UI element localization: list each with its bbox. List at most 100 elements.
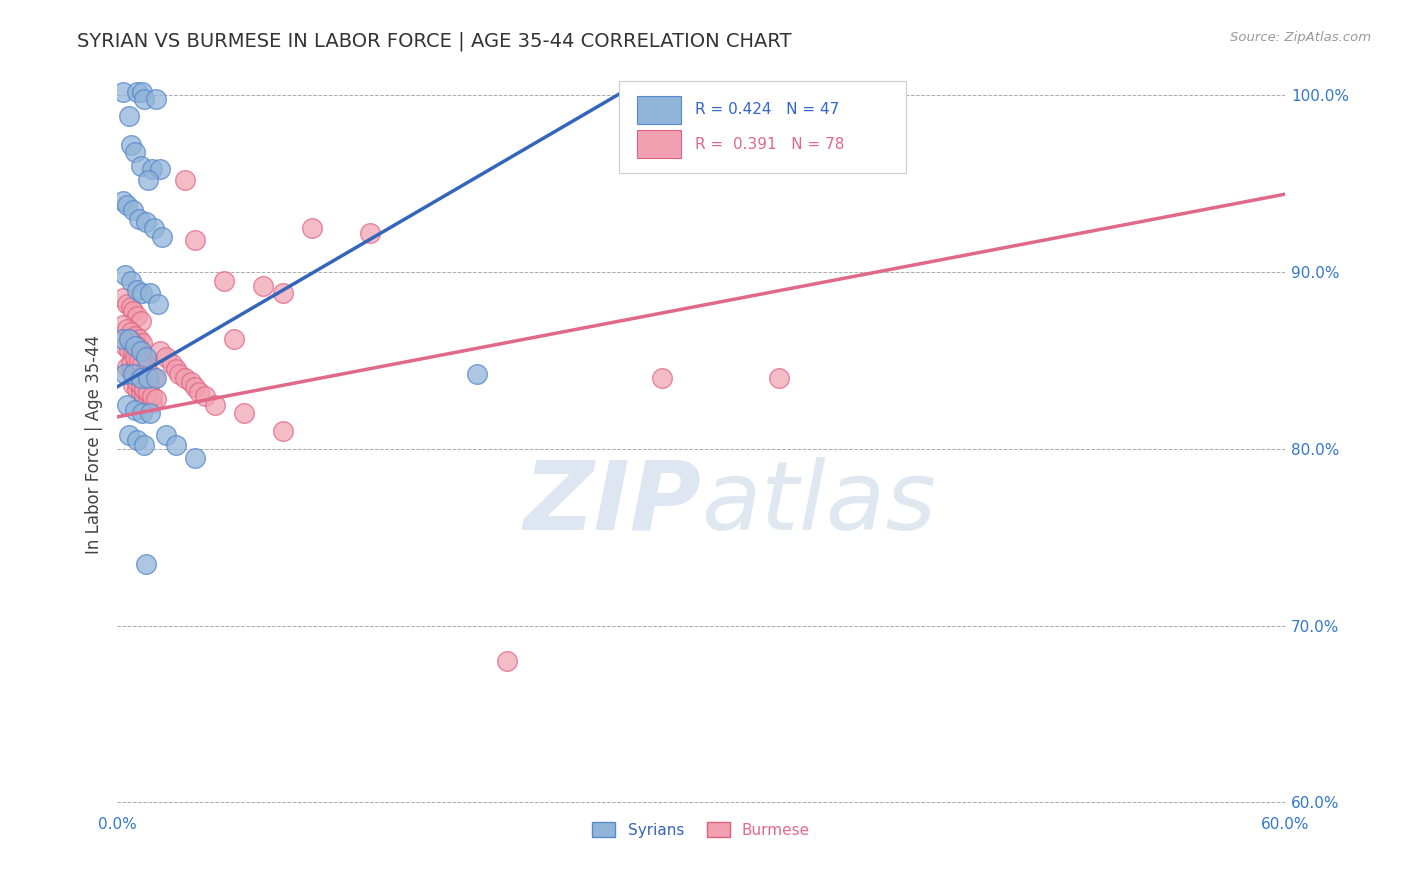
Point [129,344,152,359]
Point [149,344,172,359]
Point [131,335,153,350]
Point [222,332,245,346]
Point [129,159,152,173]
Point [155,427,177,442]
Point [124,360,146,375]
Point [129,314,152,328]
Point [141,396,163,410]
Point [128,353,150,368]
Point [165,362,187,376]
Point [194,389,217,403]
Point [115,360,138,375]
Text: Source: ZipAtlas.com: Source: ZipAtlas.com [1230,31,1371,45]
Point [125,339,148,353]
Point [131,375,153,389]
Point [271,286,294,301]
Point [143,220,166,235]
Point [149,162,172,177]
Point [301,220,323,235]
Point [114,339,136,353]
Point [139,286,162,301]
Point [145,92,167,106]
Point [214,274,236,288]
Legend: Syrians, Burmese: Syrians, Burmese [586,815,817,844]
Point [135,371,157,385]
Point [134,389,156,403]
Point [128,371,150,385]
Point [125,375,148,389]
Point [131,357,153,371]
Point [139,368,162,382]
Point [115,198,138,212]
Point [124,368,146,382]
Text: R =  0.391   N = 78: R = 0.391 N = 78 [696,136,845,152]
Point [120,274,142,288]
Point [135,350,157,364]
Point [131,286,153,301]
Point [138,353,160,368]
Point [135,362,157,376]
Point [138,173,160,187]
Point [651,371,673,385]
Point [120,325,142,339]
Point [129,344,152,359]
Point [121,368,143,382]
Point [138,385,160,400]
Bar [637,95,682,124]
Point [129,385,152,400]
Point [134,350,156,364]
Y-axis label: In Labor Force | Age 35-44: In Labor Force | Age 35-44 [86,334,103,554]
Point [495,654,517,668]
Point [169,368,191,382]
Point [135,557,157,571]
Point [128,211,150,226]
Point [124,339,146,353]
Point [124,402,146,417]
Point [125,433,148,447]
Point [141,162,163,177]
Point [118,343,141,357]
Point [115,297,138,311]
Point [125,309,148,323]
Point [112,194,135,209]
Point [120,357,142,371]
Point [118,332,141,346]
Point [128,332,150,346]
Point [131,85,153,99]
Point [121,346,143,360]
Point [124,350,146,364]
Point [184,233,207,247]
Point [115,321,138,335]
Point [112,318,135,332]
Point [118,332,141,346]
Point [138,392,160,407]
Point [165,438,187,452]
Point [145,392,167,407]
Point [128,364,150,378]
Point [114,368,136,382]
Point [138,371,160,385]
Point [180,375,202,389]
Point [135,215,157,229]
Point [129,353,152,368]
Point [141,389,163,403]
Point [184,380,207,394]
Point [124,328,146,343]
Point [139,375,162,389]
Point [125,85,148,99]
FancyBboxPatch shape [620,81,905,173]
Point [125,283,148,297]
Point [118,109,141,123]
Point [121,335,143,350]
Point [121,202,143,217]
Point [135,378,157,392]
Point [124,145,146,159]
Point [112,332,135,346]
Point [160,357,183,371]
Point [139,406,162,420]
Point [129,371,152,385]
Point [271,424,294,438]
Point [121,378,143,392]
Point [121,303,143,318]
Point [188,385,211,400]
